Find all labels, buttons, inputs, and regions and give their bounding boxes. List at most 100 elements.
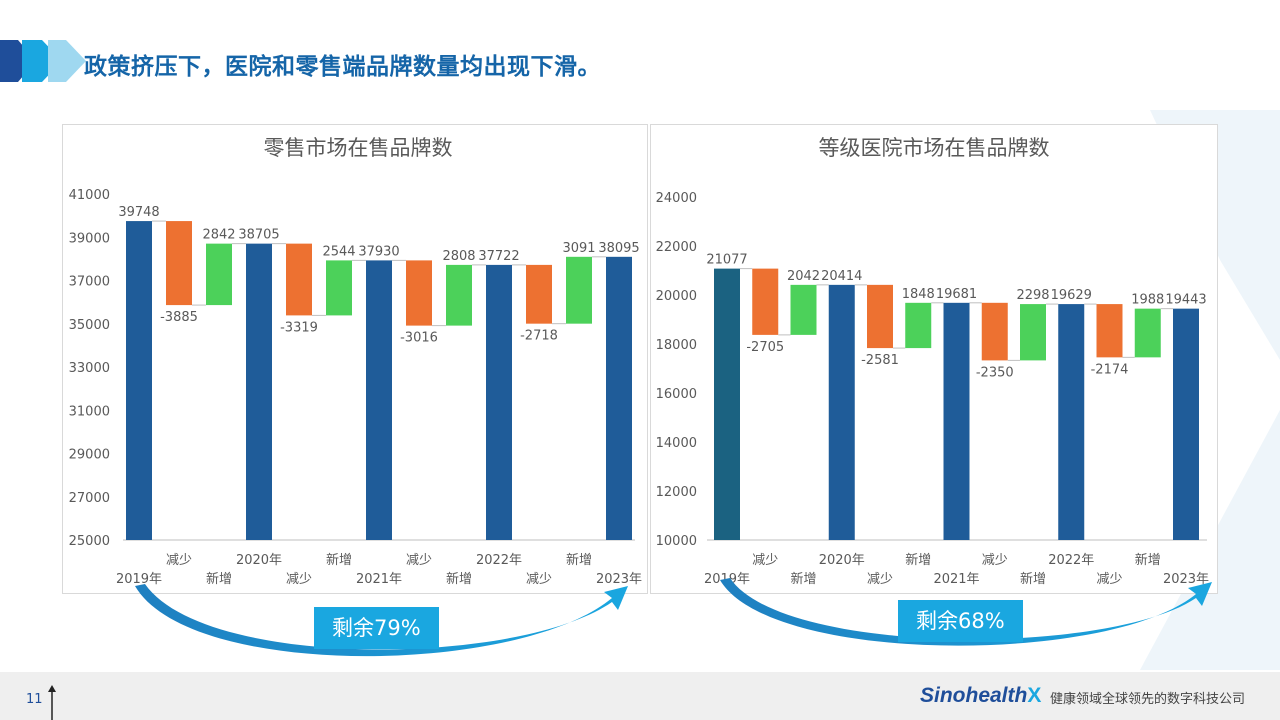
data-label: 21077 (706, 253, 747, 268)
x-category-label: 新增 (566, 552, 592, 568)
x-category-label: 新增 (905, 552, 931, 568)
y-tick-label: 24000 (656, 191, 697, 206)
data-label: 37930 (358, 244, 399, 259)
hospital-remaining-badge: 剩余68% (898, 600, 1023, 642)
y-tick-label: 37000 (69, 275, 110, 290)
y-tick-label: 35000 (69, 318, 110, 333)
bar-decrease (867, 284, 893, 349)
data-label: 19681 (936, 287, 977, 302)
data-label: 2808 (442, 249, 475, 264)
data-label: -2705 (746, 340, 784, 355)
bar-increase (905, 302, 932, 349)
data-label: -2718 (520, 329, 558, 344)
y-tick-label: 22000 (656, 240, 697, 255)
y-tick-label: 31000 (69, 404, 110, 419)
bar-decrease (166, 221, 192, 306)
data-label: -2581 (861, 353, 899, 368)
data-label: -3885 (160, 310, 198, 325)
brand-x-icon: X (1027, 684, 1042, 707)
sinohealth-logo: SinohealthX (920, 684, 1041, 708)
company-slogan: 健康领域全球领先的数字科技公司 (1050, 692, 1246, 707)
bar-decrease (752, 268, 779, 335)
header-banner (0, 40, 86, 82)
x-category-label: 减少 (982, 553, 1008, 568)
x-category-label: 2022年 (1048, 553, 1094, 568)
x-category-label: 减少 (526, 572, 552, 587)
x-category-label: 2020年 (819, 553, 865, 568)
x-category-label: 减少 (166, 553, 192, 568)
bar-total (486, 264, 512, 540)
x-category-label: 2023年 (1163, 572, 1209, 587)
y-tick-label: 18000 (656, 338, 697, 353)
page-title: 政策挤压下，医院和零售端品牌数量均出现下滑。 (84, 54, 601, 80)
retail-waterfall-chart: 零售市场在售品牌数 25000 27000 29000 31000 33000 35000 3… (69, 136, 642, 587)
x-category-label: 2023年 (596, 572, 642, 587)
page-marker-icon (48, 685, 56, 720)
x-category-label: 减少 (752, 553, 778, 568)
x-category-label: 减少 (1096, 572, 1122, 587)
data-label: 3091 (562, 241, 595, 256)
data-label: 37722 (478, 249, 519, 264)
x-category-label: 新增 (326, 552, 352, 568)
bar-increase (566, 256, 592, 324)
bar-increase (326, 260, 352, 316)
page-number: 11 (26, 692, 43, 707)
x-category-label: 减少 (867, 572, 893, 587)
x-category-label: 2020年 (236, 553, 282, 568)
data-label: 20414 (821, 269, 862, 284)
y-tick-label: 41000 (69, 188, 110, 203)
hospital-chart-panel: 等级医院市场在售品牌数 10000 12000 14000 16000 18000 2000… (650, 124, 1218, 594)
y-tick-label: 10000 (656, 534, 697, 549)
retail-chart-panel: 零售市场在售品牌数 25000 27000 29000 31000 33000 35000 3… (62, 124, 648, 594)
brand-name: Sinohealth (920, 684, 1028, 707)
x-category-label: 减少 (286, 572, 312, 587)
x-category-label: 减少 (406, 553, 432, 568)
y-tick-label: 20000 (656, 289, 697, 304)
y-tick-label: 14000 (656, 436, 697, 451)
bar-increase (790, 284, 817, 335)
y-tick-label: 29000 (69, 448, 110, 463)
bar-total (606, 256, 632, 540)
data-label: 1988 (1131, 293, 1164, 308)
bar-increase (1134, 308, 1161, 358)
y-tick-label: 33000 (69, 361, 110, 376)
bar-total (714, 268, 740, 540)
bar-increase (206, 243, 232, 306)
bar-decrease (406, 260, 432, 326)
y-tick-label: 12000 (656, 485, 697, 500)
x-category-label: 2021年 (933, 572, 979, 587)
bar-total (126, 221, 152, 540)
x-category-label: 新增 (446, 571, 472, 587)
x-category-label: 新增 (206, 571, 232, 587)
y-tick-label: 27000 (69, 491, 110, 506)
footer: 11 SinohealthX 健康领域全球领先的数字科技公司 (0, 672, 1280, 720)
data-label: 2298 (1016, 288, 1049, 303)
data-label: -2350 (976, 365, 1014, 380)
y-tick-label: 16000 (656, 387, 697, 402)
bar-increase (446, 264, 472, 326)
x-category-label: 新增 (1020, 571, 1046, 587)
x-category-label: 2022年 (476, 553, 522, 568)
bar-total (246, 243, 272, 540)
data-label: 38705 (238, 228, 279, 243)
bar-total (943, 302, 970, 540)
x-category-label: 新增 (790, 571, 816, 587)
bar-total (366, 260, 392, 540)
x-category-label: 新增 (1135, 552, 1161, 568)
bar-increase (1020, 304, 1046, 361)
bar-decrease (981, 302, 1008, 361)
bar-decrease (526, 264, 552, 324)
data-label: 2042 (787, 269, 820, 284)
bar-decrease (286, 243, 312, 316)
data-label: 2842 (202, 228, 235, 243)
hospital-waterfall-chart: 等级医院市场在售品牌数 10000 12000 14000 16000 18000 2000… (656, 136, 1209, 587)
bar-total (1058, 304, 1085, 540)
y-tick-label: 25000 (69, 534, 110, 549)
data-label: -3319 (280, 320, 318, 335)
data-label: 1848 (902, 287, 935, 302)
chart-title: 零售市场在售品牌数 (264, 136, 453, 160)
data-label: 19629 (1051, 288, 1092, 303)
data-label: 2544 (322, 244, 355, 259)
remaining-arrows (135, 578, 1212, 657)
y-tick-label: 39000 (69, 231, 110, 246)
